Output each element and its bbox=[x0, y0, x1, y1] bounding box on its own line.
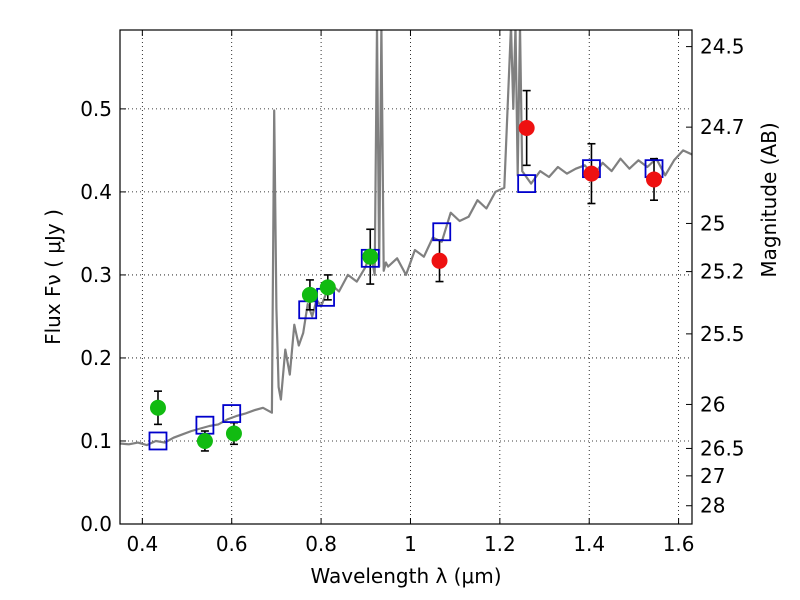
data-point-marker bbox=[646, 171, 663, 188]
y2-tick-label: 24.5 bbox=[700, 35, 745, 59]
data-point-marker bbox=[225, 425, 242, 442]
y2-tick-label: 27 bbox=[700, 464, 725, 488]
data-point-marker bbox=[518, 119, 535, 136]
y-tick-label: 0.5 bbox=[80, 97, 112, 121]
data-point-marker bbox=[196, 432, 213, 449]
plot-frame bbox=[119, 29, 693, 525]
y-tick-label: 0.2 bbox=[80, 346, 112, 370]
y2-tick-label: 26 bbox=[700, 392, 725, 416]
y-axis-label: Flux Fν ( μJy ) bbox=[41, 209, 65, 345]
axis-ticks: 0.4 0.6 0.8 1 1.2 1.4 1.6 0.0 0.1 0.2 0.3 0.4 0.5 24.… bbox=[80, 30, 745, 556]
y2-tick-label: 24.7 bbox=[700, 115, 745, 139]
y2-tick-label: 25.2 bbox=[700, 260, 745, 284]
data-point-marker bbox=[583, 165, 600, 182]
model-square-marker bbox=[432, 222, 452, 242]
y2-tick-label: 26.5 bbox=[700, 436, 745, 460]
x-tick-label: 0.8 bbox=[305, 532, 337, 556]
x-tick-label: 1.2 bbox=[484, 532, 516, 556]
data-point-marker bbox=[301, 286, 318, 303]
model-spectrum bbox=[120, 30, 692, 447]
model-square-marker bbox=[148, 431, 168, 451]
x-tick-label: 0.4 bbox=[126, 532, 158, 556]
data-point-marker bbox=[431, 252, 448, 269]
y-tick-label: 0.4 bbox=[80, 180, 112, 204]
y2-tick-label: 25 bbox=[700, 211, 725, 235]
y2-tick-label: 28 bbox=[700, 494, 725, 518]
error-bars bbox=[153, 89, 659, 452]
y-tick-label: 0.0 bbox=[80, 512, 112, 536]
spectrum-line bbox=[120, 30, 692, 447]
x-tick-label: 0.6 bbox=[216, 532, 248, 556]
y-tick-label: 0.3 bbox=[80, 263, 112, 287]
data-point-marker bbox=[319, 279, 336, 296]
x-axis-label: Wavelength λ (μm) bbox=[310, 564, 501, 588]
x-tick-label: 1.6 bbox=[663, 532, 695, 556]
data-point-marker bbox=[362, 248, 379, 265]
data-point-marker bbox=[149, 399, 166, 416]
data-markers bbox=[148, 119, 664, 451]
model-square-marker bbox=[222, 404, 242, 423]
y-tick-label: 0.1 bbox=[80, 429, 112, 453]
x-tick-label: 1.4 bbox=[573, 532, 605, 556]
y2-axis-label: Magnitude (AB) bbox=[757, 122, 781, 277]
grid-lines bbox=[120, 30, 692, 525]
x-tick-label: 1 bbox=[404, 532, 417, 556]
model-square-marker bbox=[517, 174, 537, 193]
y2-tick-label: 25.5 bbox=[700, 322, 745, 346]
